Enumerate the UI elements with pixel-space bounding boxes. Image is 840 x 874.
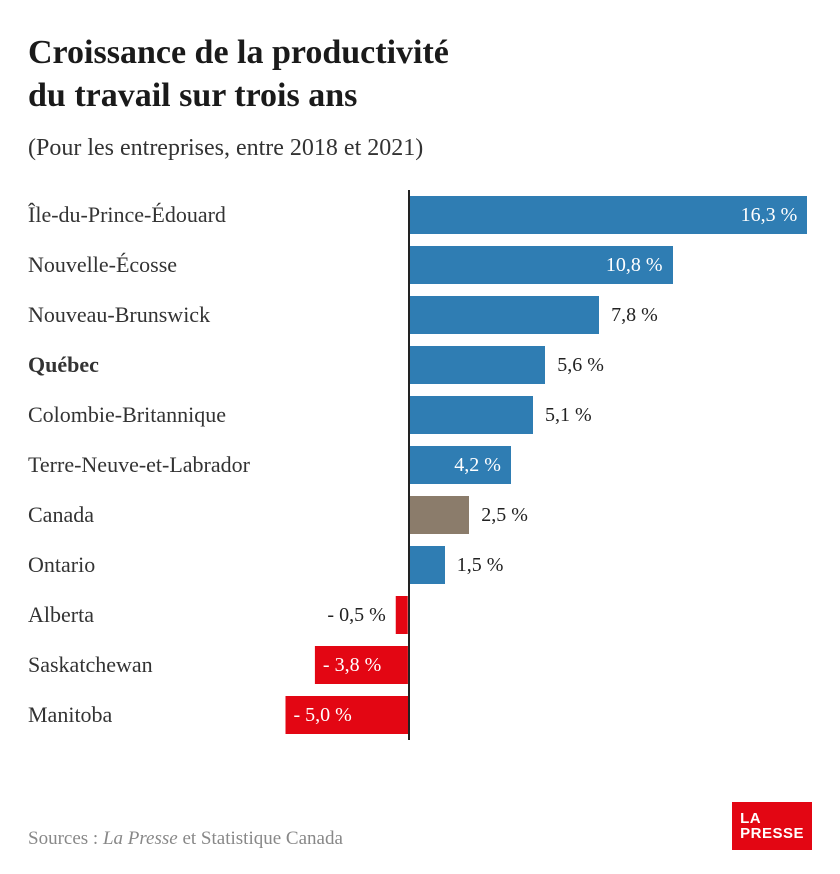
bar-value: - 0,5 % bbox=[327, 604, 385, 627]
bar: 10,8 % bbox=[408, 246, 673, 284]
bar bbox=[408, 396, 533, 434]
row-label: Colombie-Britannique bbox=[28, 402, 408, 428]
bar-area: - 5,0 % bbox=[408, 690, 812, 740]
chart-row: Terre-Neuve-et-Labrador 4,2 % bbox=[28, 440, 812, 490]
bar-area: - 0,5 % bbox=[408, 590, 812, 640]
bar-chart: Île-du-Prince-Édouard 16,3 % Nouvelle-Écos… bbox=[28, 190, 812, 740]
chart-row: Colombie-Britannique 5,1 % bbox=[28, 390, 812, 440]
chart-title: Croissance de la productivité du travail… bbox=[28, 32, 812, 117]
bar bbox=[408, 496, 469, 534]
chart-row: Saskatchewan- 3,8 % bbox=[28, 640, 812, 690]
chart-title-line2: du travail sur trois ans bbox=[28, 77, 357, 114]
bar-area: 5,6 % bbox=[408, 340, 812, 390]
footer: Sources : La Presse et Statistique Canad… bbox=[28, 802, 812, 851]
row-label: Terre-Neuve-et-Labrador bbox=[28, 452, 408, 478]
source-line: Sources : La Presse et Statistique Canad… bbox=[28, 828, 343, 850]
bar-value: 5,1 % bbox=[545, 404, 592, 427]
row-label: Canada bbox=[28, 502, 408, 528]
bar-area: 1,5 % bbox=[408, 540, 812, 590]
row-label: Ontario bbox=[28, 552, 408, 578]
chart-row: Ontario 1,5 % bbox=[28, 540, 812, 590]
bar-area: 4,2 % bbox=[408, 440, 812, 490]
chart-row: Canada 2,5 % bbox=[28, 490, 812, 540]
row-label: Québec bbox=[28, 352, 408, 378]
la-presse-logo: LA PRESSE bbox=[732, 802, 812, 851]
bar-area: 5,1 % bbox=[408, 390, 812, 440]
chart-row: Alberta- 0,5 % bbox=[28, 590, 812, 640]
chart-subtitle: (Pour les entreprises, entre 2018 et 202… bbox=[28, 135, 812, 162]
chart-row: Nouveau-Brunswick 7,8 % bbox=[28, 290, 812, 340]
bar-value: - 3,8 % bbox=[323, 654, 381, 677]
bar-area: - 3,8 % bbox=[408, 640, 812, 690]
row-label: Île-du-Prince-Édouard bbox=[28, 202, 408, 228]
chart-row: Manitoba- 5,0 % bbox=[28, 690, 812, 740]
bar-area: 2,5 % bbox=[408, 490, 812, 540]
chart-row: Île-du-Prince-Édouard 16,3 % bbox=[28, 190, 812, 240]
source-prefix: Sources : bbox=[28, 828, 103, 849]
bar-value: 4,2 % bbox=[454, 454, 501, 477]
bar bbox=[396, 596, 408, 634]
bar-value: 16,3 % bbox=[741, 204, 798, 227]
bar-value: 1,5 % bbox=[457, 554, 504, 577]
source-italic: La Presse bbox=[103, 828, 178, 849]
chart-title-line1: Croissance de la productivité bbox=[28, 34, 449, 71]
bar-area: 7,8 % bbox=[408, 290, 812, 340]
logo-line2: PRESSE bbox=[740, 825, 804, 842]
bar-value: - 5,0 % bbox=[294, 704, 352, 727]
logo-line1: LA bbox=[740, 810, 761, 827]
bar bbox=[408, 546, 445, 584]
chart-row: Nouvelle-Écosse 10,8 % bbox=[28, 240, 812, 290]
bar-value: 5,6 % bbox=[557, 354, 604, 377]
bar bbox=[408, 346, 545, 384]
bar: - 3,8 % bbox=[315, 646, 408, 684]
bar-value: 2,5 % bbox=[481, 504, 528, 527]
bar: 16,3 % bbox=[408, 196, 807, 234]
source-rest: et Statistique Canada bbox=[178, 828, 343, 849]
chart-row: Québec 5,6 % bbox=[28, 340, 812, 390]
bar: - 5,0 % bbox=[286, 696, 409, 734]
row-label: Nouvelle-Écosse bbox=[28, 252, 408, 278]
bar-area: 16,3 % bbox=[408, 190, 812, 240]
bar: 4,2 % bbox=[408, 446, 511, 484]
bar-value: 10,8 % bbox=[606, 254, 663, 277]
bar bbox=[408, 296, 599, 334]
bar-value: 7,8 % bbox=[611, 304, 658, 327]
zero-baseline bbox=[408, 190, 410, 740]
row-label: Nouveau-Brunswick bbox=[28, 302, 408, 328]
bar-area: 10,8 % bbox=[408, 240, 812, 290]
